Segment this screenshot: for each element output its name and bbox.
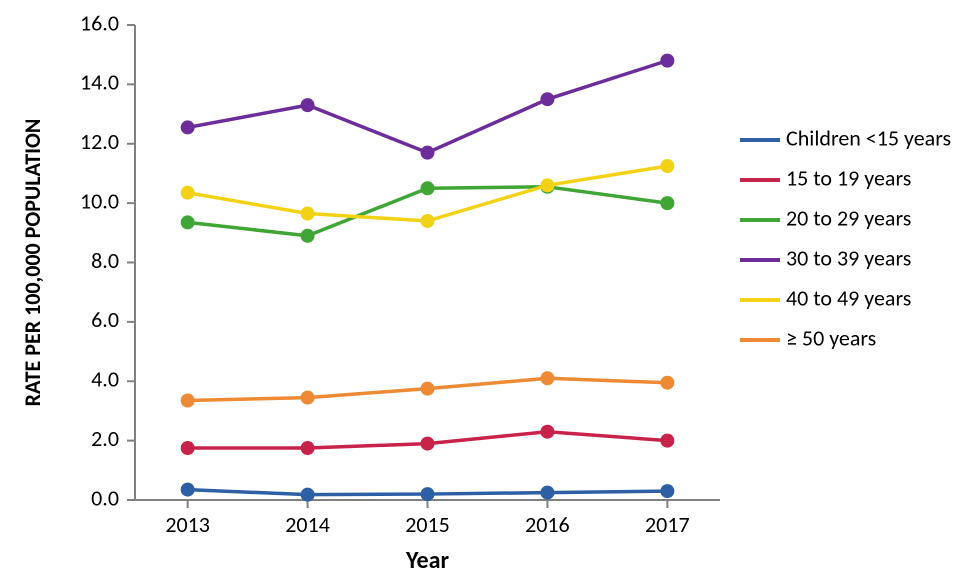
y-tick-label: 0.0 (91, 484, 119, 511)
series-marker (660, 54, 674, 68)
series-marker (301, 98, 315, 112)
y-tick-label: 10.0 (80, 187, 119, 214)
x-tick-label: 2017 (645, 511, 690, 538)
series-marker (540, 425, 554, 439)
y-tick-label: 14.0 (80, 69, 119, 96)
series-marker (421, 181, 435, 195)
series-marker (421, 437, 435, 451)
series-marker (181, 186, 195, 200)
series-marker (301, 441, 315, 455)
series-marker (540, 178, 554, 192)
series-marker (301, 391, 315, 405)
y-tick-label: 4.0 (91, 366, 119, 393)
series-marker (540, 92, 554, 106)
y-tick-label: 16.0 (80, 9, 119, 36)
series-marker (421, 487, 435, 501)
line-chart: 0.0 2.0 4.0 6.0 8.0 10.0 12.0 14.0 16.0 2013 2014 2… (0, 0, 980, 587)
legend-label: Children <15 years (786, 124, 951, 151)
x-tick-label: 2013 (165, 511, 210, 538)
y-tick-label: 2.0 (91, 425, 119, 452)
x-tick-label: 2016 (525, 511, 570, 538)
series-marker (181, 120, 195, 134)
legend-label: 40 to 49 years (786, 284, 911, 311)
series-marker (421, 214, 435, 228)
legend-label: 20 to 29 years (786, 204, 911, 231)
chart-svg: 0.0 2.0 4.0 6.0 8.0 10.0 12.0 14.0 16.0 2013 2014 2… (0, 0, 980, 587)
series-marker (301, 488, 315, 502)
series-marker (181, 215, 195, 229)
series-marker (660, 159, 674, 173)
legend-label: 30 to 39 years (786, 244, 911, 271)
y-tick-label: 6.0 (91, 306, 119, 333)
series-marker (660, 196, 674, 210)
series-marker (181, 441, 195, 455)
y-tick-label: 12.0 (80, 128, 119, 155)
series-marker (660, 376, 674, 390)
legend-label: 15 to 19 years (786, 164, 911, 191)
series-marker (301, 229, 315, 243)
legend-label: ≥ 50 years (786, 324, 876, 351)
series-marker (421, 146, 435, 160)
series-marker (301, 207, 315, 221)
series-marker (181, 394, 195, 408)
series-marker (660, 434, 674, 448)
x-tick-label: 2014 (285, 511, 330, 538)
series-marker (540, 371, 554, 385)
series-marker (660, 484, 674, 498)
x-tick-label: 2015 (405, 511, 450, 538)
series-marker (181, 483, 195, 497)
y-axis-title: RATE PER 100,000 POPULATION (19, 119, 46, 407)
series-marker (540, 486, 554, 500)
x-axis-title: Year (405, 546, 449, 575)
series-marker (421, 382, 435, 396)
y-tick-label: 8.0 (91, 247, 119, 274)
